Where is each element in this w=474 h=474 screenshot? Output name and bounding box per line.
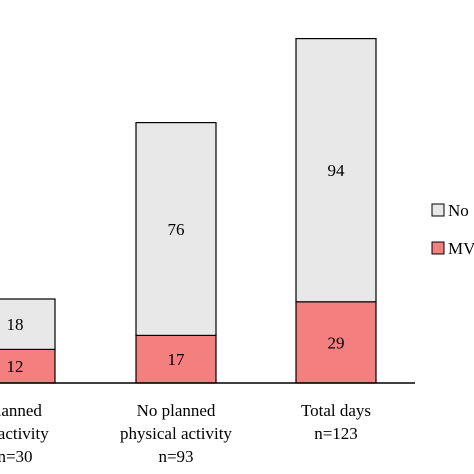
- x-tick-label: planned: [0, 401, 42, 420]
- bar-segment-no-1: [135, 121, 217, 337]
- bar-segment-mv-1: [135, 334, 217, 384]
- x-tick-label: physical activity: [120, 424, 232, 443]
- bar-segment-mv-2: [295, 301, 377, 384]
- legend-label: No: [448, 201, 469, 220]
- data-label: 17: [168, 350, 186, 369]
- data-label: 76: [168, 220, 185, 239]
- bar-group: [0, 37, 377, 384]
- bar-segment-mv-0: [0, 348, 56, 384]
- data-label: 94: [328, 161, 346, 180]
- x-tick-label: No planned: [137, 401, 216, 420]
- legend-swatch: [431, 241, 445, 255]
- data-label: 29: [328, 333, 345, 352]
- x-tick-label-group: planned al activity n=30 No planned physical…: [0, 401, 371, 466]
- x-tick-label: n=93: [158, 447, 193, 466]
- x-tick-label: al activity: [0, 424, 49, 443]
- legend: No MV: [431, 201, 474, 258]
- legend-swatch: [431, 203, 445, 217]
- bar-segment-no-0: [0, 298, 56, 351]
- x-tick-label: n=30: [0, 447, 33, 466]
- legend-label: MV: [448, 239, 474, 258]
- data-label: 18: [7, 315, 24, 334]
- x-tick-label: n=123: [314, 424, 358, 443]
- x-tick-label: Total days: [301, 401, 371, 420]
- data-label-group: 12 18 17 76 29 94: [7, 161, 346, 376]
- bar-segment-no-2: [295, 37, 377, 303]
- data-label: 12: [7, 357, 24, 376]
